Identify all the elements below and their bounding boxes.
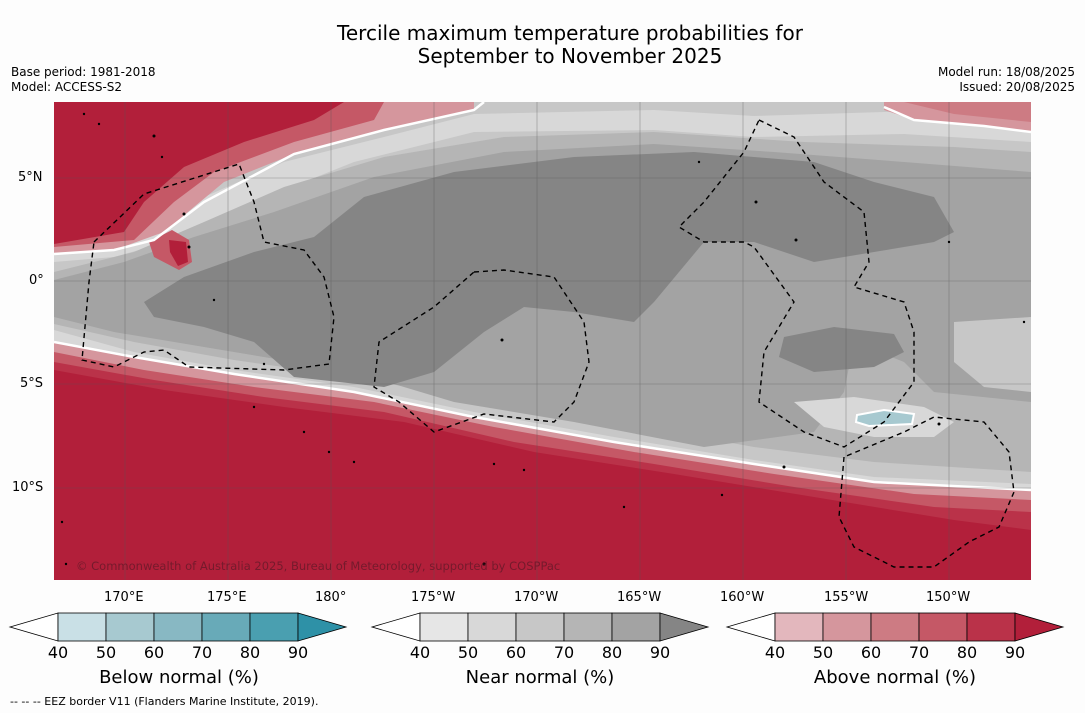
colorbar-label-above: Above normal (%) [813, 667, 977, 688]
model-name: Model: ACCESS-S2 [11, 80, 123, 94]
map-title-line2: September to November 2025 [417, 44, 723, 68]
colorbar-below-tick-50: 50 [95, 643, 117, 662]
map-title-line1: Tercile maximum temperature probabilitie… [337, 21, 803, 45]
colorbar-label-near: Near normal (%) [465, 667, 615, 688]
lon-label-175w: 175°W [411, 590, 456, 605]
eez-footnote: -- -- -- EEZ border V11 (Flanders Marine… [10, 695, 319, 708]
lon-label-165w: 165°W [617, 590, 662, 605]
eez-tuvalu [81, 163, 335, 371]
eez-tokelau [373, 269, 590, 433]
colorbar-below-tick-70: 70 [191, 643, 213, 662]
above-normal-plume-core [169, 240, 188, 266]
lon-label-150w: 150°W [926, 590, 971, 605]
colorbar-below-tick-80: 80 [239, 643, 261, 662]
colorbar-near-tick-90: 90 [649, 643, 671, 662]
meta-right: Model run: 18/08/2025 Issued: 20/08/2025 [938, 65, 1075, 95]
tercile-probability-map: © Commonwealth of Australia 2025, Bureau… [54, 102, 1031, 580]
colorbar-above-box-3 [918, 612, 968, 642]
colorbar-above-tick-90: 90 [1004, 643, 1026, 662]
colorbar-above-tick-40: 40 [764, 643, 786, 662]
above-normal-90-south [54, 370, 1031, 580]
lon-label-180: 180° [315, 590, 347, 605]
colorbars [8, 612, 1065, 642]
lon-label-160w: 160°W [720, 590, 765, 605]
colorbar-near-tick-40: 40 [409, 643, 431, 662]
colorbar-below-box-0 [57, 612, 107, 642]
colorbar-below-box-2 [153, 612, 203, 642]
near-normal-50-south [54, 330, 1031, 497]
meta-left: Base period: 1981-2018 Model: ACCESS-S2 [11, 65, 156, 95]
colorbar-near-box-1 [467, 612, 517, 642]
colorbar-near-box-2 [515, 612, 565, 642]
lat-label-5n: 5°N [18, 170, 43, 185]
lon-label-175e: 175°E [207, 590, 247, 605]
colorbar-above-upper-extend [1014, 612, 1065, 642]
colorbar-near-tick-60: 60 [505, 643, 527, 662]
near-normal-90 [144, 152, 954, 387]
colorbar-above-tick-50: 50 [812, 643, 834, 662]
colorbar-above-box-0 [774, 612, 824, 642]
near-normal-50-north [54, 110, 1031, 262]
colorbar-near-tick-80: 80 [601, 643, 623, 662]
map-copyright: © Commonwealth of Australia 2025, Bureau… [76, 559, 560, 573]
lat-label-5s: 5°S [20, 376, 44, 391]
eez-cook-south [838, 416, 1015, 568]
colorbar-below-tick-40: 40 [47, 643, 69, 662]
lat-label-10s: 10°S [12, 480, 44, 495]
colorbar-above-tick-70: 70 [908, 643, 930, 662]
colorbar-near-box-0 [419, 612, 469, 642]
colorbar-below-tick-90: 90 [287, 643, 309, 662]
below-normal-50-patch [854, 408, 916, 428]
colorbar-below-upper-extend [297, 612, 348, 642]
colorbar-below-box-3 [201, 612, 251, 642]
lon-label-170w: 170°W [514, 590, 559, 605]
colorbar-above-lower-extend [725, 612, 776, 642]
colorbar-below-box-1 [105, 612, 155, 642]
model-run: Model run: 18/08/2025 [937, 65, 1075, 79]
lon-label-155w: 155°W [824, 590, 869, 605]
colorbar-below-box-4 [249, 612, 299, 642]
near-normal-90-east [779, 327, 904, 372]
issued-date: Issued: 20/08/2025 [959, 80, 1075, 94]
colorbar-near-box-4 [611, 612, 661, 642]
above-normal-70-ne [904, 102, 1031, 122]
colorbar-above-box-4 [966, 612, 1016, 642]
colorbar-near-lower-extend [370, 612, 421, 642]
colorbar-below-tick-60: 60 [143, 643, 165, 662]
base-period: Base period: 1981-2018 [11, 65, 156, 79]
colorbar-above-tick-60: 60 [860, 643, 882, 662]
colorbar-above-box-2 [870, 612, 920, 642]
colorbar-label-below: Below normal (%) [99, 667, 259, 688]
colorbar-near-upper-extend [659, 612, 710, 642]
eez-borders [81, 119, 1015, 568]
colorbar-above-tick-80: 80 [956, 643, 978, 662]
near-normal-60-east [954, 317, 1031, 392]
colorbar-near-box-3 [563, 612, 613, 642]
islands [60, 112, 1026, 566]
colorbar-near-tick-50: 50 [457, 643, 479, 662]
colorbar-near-tick-70: 70 [553, 643, 575, 662]
colorbar-above-box-1 [822, 612, 872, 642]
eez-cook-north [677, 119, 915, 448]
lat-label-0: 0° [29, 273, 44, 288]
above-normal-90-nw [54, 102, 344, 244]
colorbar-below-lower-extend [8, 612, 59, 642]
lon-label-170e: 170°E [104, 590, 144, 605]
